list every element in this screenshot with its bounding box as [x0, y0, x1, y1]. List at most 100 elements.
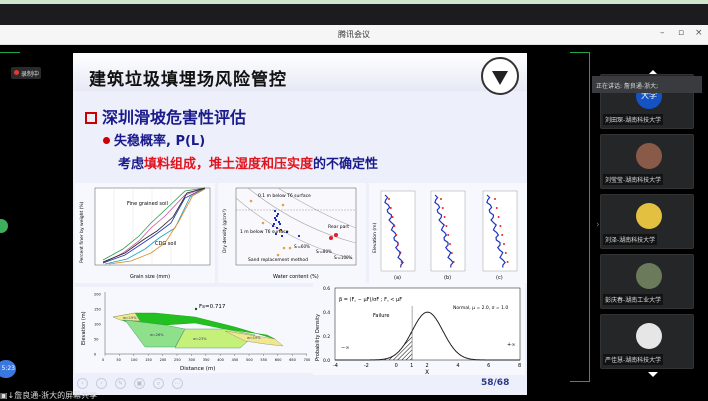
participant-name: 刘莹莹-湖南科技大学	[603, 174, 664, 185]
data-point	[274, 210, 276, 212]
data-point	[445, 225, 448, 227]
sr60: Sᵣ=60%	[294, 244, 310, 249]
beta-formula: β = (F꜀ − μF)/σF ; F꜀ < μF	[339, 297, 402, 303]
top-bar	[0, 4, 708, 25]
density-ylabel: Dry density (g/cm³)	[222, 209, 228, 253]
more-button[interactable]: ⋯	[172, 378, 183, 389]
data-point	[388, 198, 390, 200]
x-tick-label: 700	[304, 358, 311, 362]
participant-name: 刘泽-湖南科技大学	[603, 234, 658, 245]
data-point	[450, 252, 453, 254]
minimize-button[interactable]: –	[660, 28, 665, 38]
sr100: Sᵣ=100%	[334, 255, 353, 260]
data-point	[495, 207, 498, 209]
line-prefix: 考虑	[118, 157, 145, 172]
participant-tile[interactable]: 刘莹莹-湖南科技大学	[600, 134, 694, 189]
normal-legend: Normal, μ = 2.0, σ = 1.0	[453, 305, 508, 311]
normal-curve	[335, 311, 520, 361]
density-note4: Sand replacement method	[248, 257, 308, 263]
bullet-text: 失稳概率, P(L)	[114, 134, 206, 149]
data-point	[440, 198, 442, 200]
x-tick-label: 4	[456, 363, 459, 369]
scroll-up-icon[interactable]	[648, 70, 658, 75]
scroll-down-icon[interactable]	[648, 372, 658, 377]
window-titlebar: 腾讯会议 – ▫ ×	[0, 25, 708, 45]
data-point	[329, 236, 333, 240]
recording-label: 录制中	[21, 71, 40, 78]
chevron-right-icon[interactable]: ›	[596, 220, 600, 230]
next-slide-button[interactable]: ›	[96, 378, 107, 389]
x-tick-label: 500	[246, 358, 253, 362]
data-point	[279, 223, 281, 225]
zoom-button[interactable]: ⌕	[153, 378, 164, 389]
university-logo	[481, 57, 519, 95]
close-button[interactable]: ×	[695, 28, 703, 38]
share-icon: ▣↓	[0, 391, 15, 400]
recording-indicator[interactable]: 录制中	[11, 67, 41, 79]
y-tick-label: 100	[94, 323, 101, 327]
pen-button[interactable]: ✎	[115, 378, 126, 389]
record-icon	[14, 70, 19, 75]
participant-tile[interactable]: 刘泽-湖南科技大学	[600, 194, 694, 249]
sr80: Sᵣ=80%	[316, 249, 332, 254]
data-point	[494, 198, 496, 200]
x-tick-label: 200	[160, 358, 167, 362]
participant-tile[interactable]: 彭庆春-湖南工业大学	[600, 254, 694, 309]
data-point	[441, 207, 444, 209]
share-label-text: 詹良通-浙大的屏幕共享	[14, 391, 98, 400]
participant-name: 刘田琛-湖南科技大学	[603, 114, 664, 125]
data-point	[276, 253, 280, 257]
factor-of-safety: Fs=0.717	[199, 304, 226, 310]
slide-bullet: 失稳概率, P(L)	[103, 130, 205, 149]
x-tick-label: -2	[364, 363, 369, 369]
elevation-profiles-chart: Elevation (m) (a) (b) (c)	[369, 183, 527, 283]
zone-label: w=19%	[123, 316, 137, 320]
zone-label: w=23%	[193, 337, 207, 341]
timer-badge[interactable]: 5:23	[0, 360, 16, 378]
density-note1: 0.1 m below T6 surface	[258, 193, 311, 199]
grain-note-cdg: CDG soil	[155, 241, 176, 247]
y-tick-label: 0.2	[323, 334, 330, 340]
dot-bullet-icon	[103, 137, 110, 144]
pos-inf-label: +∞	[507, 342, 515, 348]
participant-name: 严佳慧-湖南科技大学	[603, 354, 664, 365]
data-point	[281, 203, 285, 207]
grain-ylabel: Percent finer by weight (%)	[79, 201, 85, 263]
dry-density-chart: 0.1 m below T6 surface 1 m below T6 surf…	[218, 183, 366, 283]
y-tick-label: 0	[94, 353, 96, 357]
x-tick-label: 50	[116, 358, 120, 362]
slide-header: 建筑垃圾填埋场风险管控	[73, 53, 527, 91]
slope-ylabel: Elevation (m)	[81, 311, 87, 345]
x-tick-label: 6	[487, 363, 490, 369]
participant-tile[interactable]: 严佳慧-湖南科技大学	[600, 314, 694, 369]
prev-slide-button[interactable]: ‹	[77, 378, 88, 389]
data-point	[276, 227, 278, 229]
x-tick-label: 100	[131, 358, 138, 362]
desktop-strip	[0, 0, 708, 4]
grain-note-fine: Fine grained soil	[127, 201, 168, 207]
failure-label: Failure	[373, 313, 389, 319]
line-highlight: 填料组成，堆土湿度和压实度	[144, 157, 314, 172]
green-frame	[570, 52, 590, 382]
data-point	[499, 225, 502, 227]
x-tick-label: 550	[260, 358, 267, 362]
density-note3: Rear part	[328, 224, 349, 230]
data-point	[393, 225, 396, 227]
participant-panel: 大学 刘田琛-湖南科技大学 刘莹莹-湖南科技大学 刘泽-湖南科技大学 彭庆春-湖南工业大…	[600, 70, 702, 380]
x-tick-label: 0	[102, 358, 104, 362]
data-point	[278, 229, 282, 233]
slide-line: 考虑填料组成，堆土湿度和压实度的不确定性	[118, 153, 378, 172]
maximize-button[interactable]: ▫	[678, 28, 685, 38]
data-point	[272, 225, 274, 227]
y-tick-label: 0.4	[323, 310, 330, 316]
data-point	[280, 229, 282, 231]
slides-button[interactable]: ▣	[134, 378, 145, 389]
density-xlabel: Water content (%)	[273, 274, 319, 280]
slide-heading: 深圳滑坡危害性评估	[85, 104, 246, 128]
green-status-icon[interactable]	[0, 219, 8, 233]
data-point	[398, 252, 401, 254]
data-point	[449, 243, 451, 245]
speaking-indicator: 正在讲话: 詹良通-浙大;	[592, 76, 702, 93]
failure-region	[381, 331, 413, 360]
zone-label: w=26%	[150, 333, 164, 337]
